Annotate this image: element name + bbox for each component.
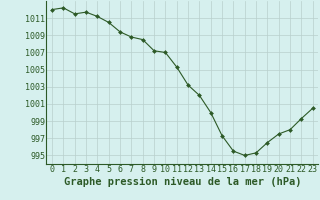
X-axis label: Graphe pression niveau de la mer (hPa): Graphe pression niveau de la mer (hPa) [64,177,301,187]
